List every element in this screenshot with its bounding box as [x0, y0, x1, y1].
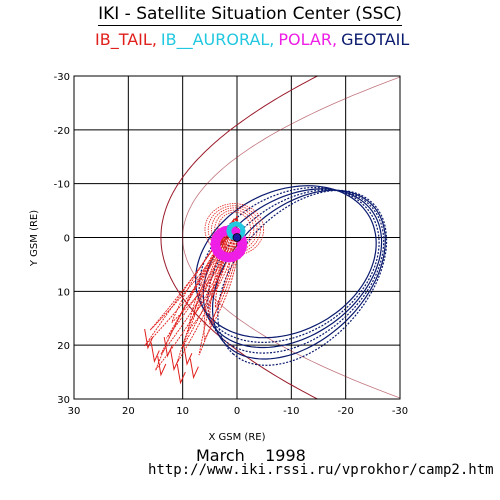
geotail-orbit-line: [198, 187, 380, 344]
x-tick-label: -10: [283, 406, 299, 417]
legend-polar: POLAR: [278, 30, 332, 49]
y-axis-label: Y GSM (RE): [29, 210, 40, 267]
y-tick-label: -10: [54, 180, 70, 191]
magnetosphere-boundary: [160, 76, 400, 399]
ib-tail-apogee-segment: [163, 337, 173, 358]
ib-tail-apogee-segment: [157, 355, 167, 377]
ib-tail-apogee-segment: [176, 363, 186, 385]
legend-geotail: GEOTAIL: [341, 30, 410, 49]
footer-date: March 1998: [196, 446, 306, 465]
ib-tail-loop: [166, 215, 238, 339]
y-tick-label: 10: [57, 287, 70, 298]
y-tick-label: 0: [64, 234, 70, 245]
y-tick-label: 20: [57, 341, 70, 352]
ib-tail-apogee-segment: [170, 350, 180, 372]
x-tick-label: -30: [392, 406, 408, 417]
x-tick-label: 10: [176, 406, 189, 417]
geotail-orbit-line: [194, 185, 377, 339]
y-tick-label: -30: [54, 72, 70, 83]
magnetopause-line: [182, 76, 400, 399]
polar-orbit-line: [210, 232, 247, 256]
footer-url: http://www.iki.rssi.ru/vprokhor/camp2.ht…: [148, 462, 494, 478]
ib-tail-loop: [187, 215, 238, 333]
x-axis-label: X GSM (RE): [208, 432, 265, 443]
earth-marker: [232, 233, 242, 242]
y-tick-label: 30: [57, 395, 70, 406]
ib-tail-near-loop: [214, 209, 255, 250]
ib-tail-apogee-segment: [183, 345, 193, 366]
ib-tail-apogee-segment: [189, 358, 199, 380]
x-tick-label: 20: [122, 406, 135, 417]
ib-tail-near-loop: [217, 211, 251, 248]
legend-ib-tail: IB_TAIL: [95, 30, 152, 49]
axis-ticks: 30 20 10 0 -10 -20 -30 -30 -20 -10 0 10 20 30: [54, 72, 409, 417]
bow-shock-line: [160, 76, 319, 399]
earth-icon: [232, 233, 242, 242]
plot-frame: [73, 75, 401, 400]
y-tick-label: -20: [54, 126, 70, 137]
legend: IB_TAIL, IB__AURORAL, POLAR, GEOTAIL: [95, 30, 410, 49]
ib-tail-apogee-segment: [150, 342, 160, 364]
geotail-orbit-line: [207, 189, 385, 354]
x-tick-label: 0: [234, 406, 240, 417]
ib-tail-apogee-segment: [144, 328, 154, 350]
ib-tail-near-loop: [211, 207, 258, 252]
x-tick-label: -20: [337, 406, 353, 417]
chart-title: IKI - Satellite Situation Center (SSC): [98, 4, 402, 26]
x-tick-label: 30: [68, 406, 81, 417]
legend-ib-auroral: IB__AURORAL: [160, 30, 270, 49]
geotail-orbit-line: [212, 189, 386, 360]
